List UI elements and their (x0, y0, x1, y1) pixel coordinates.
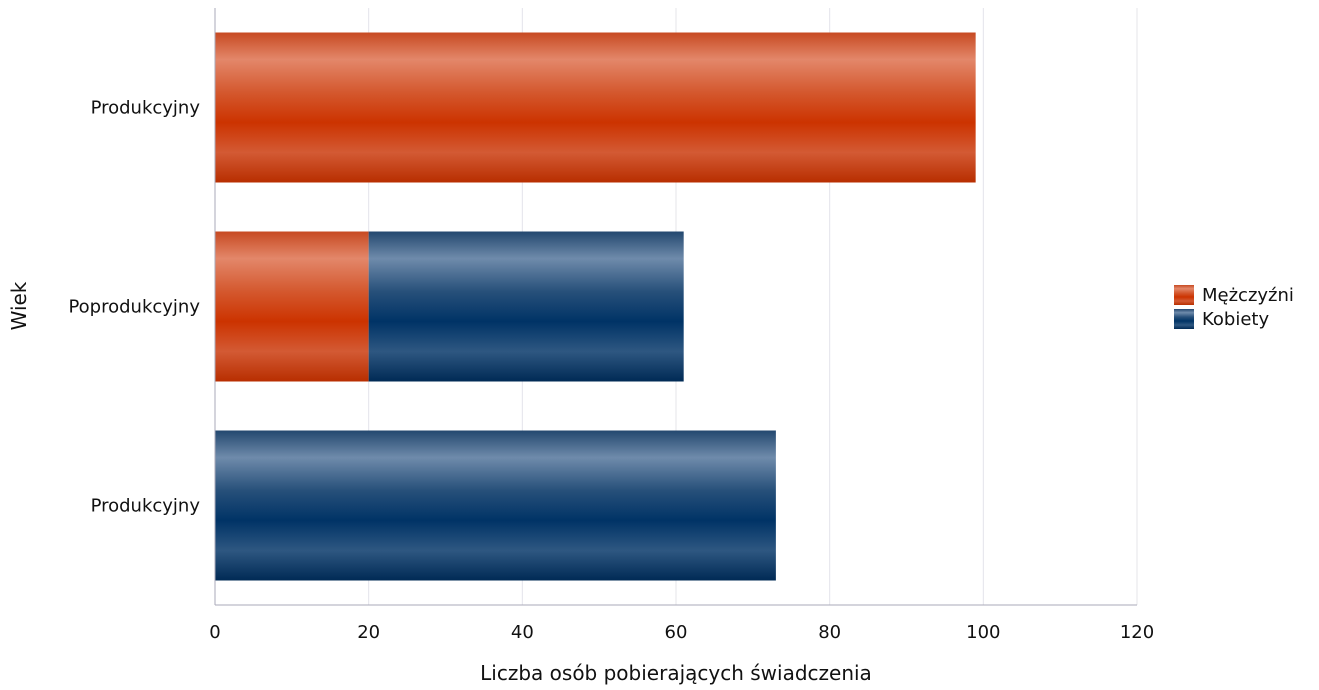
legend-label: Mężczyźni (1202, 285, 1294, 306)
y-tick-label: Produkcyjny (91, 496, 201, 517)
y-tick-label: Produkcyjny (91, 98, 201, 119)
x-tick-labels: 0 20 40 60 80 100 120 (209, 622, 1154, 643)
x-axis-title: Liczba osób pobierających świadczenia (480, 661, 872, 685)
legend: Mężczyźni Kobiety (1174, 285, 1294, 330)
y-tick-label: Poprodukcyjny (68, 297, 200, 318)
x-tick-label: 60 (665, 622, 688, 643)
x-tick-label: 0 (209, 622, 220, 643)
x-tick-label: 80 (818, 622, 841, 643)
x-tick-label: 40 (511, 622, 534, 643)
legend-label: Kobiety (1202, 309, 1269, 330)
x-tick-label: 20 (357, 622, 380, 643)
bar-mezczyzni (215, 32, 976, 183)
bar-mezczyzni (215, 231, 369, 382)
bar-kobiety (215, 430, 776, 581)
bars (215, 32, 976, 581)
legend-swatch (1174, 285, 1194, 305)
bar-kobiety (368, 231, 684, 382)
x-tick-label: 120 (1120, 622, 1154, 643)
legend-swatch (1174, 309, 1194, 329)
y-tick-labels: Produkcyjny Poprodukcyjny Produkcyjny (68, 98, 200, 517)
x-tick-label: 100 (966, 622, 1000, 643)
y-axis-title: Wiek (7, 281, 31, 330)
